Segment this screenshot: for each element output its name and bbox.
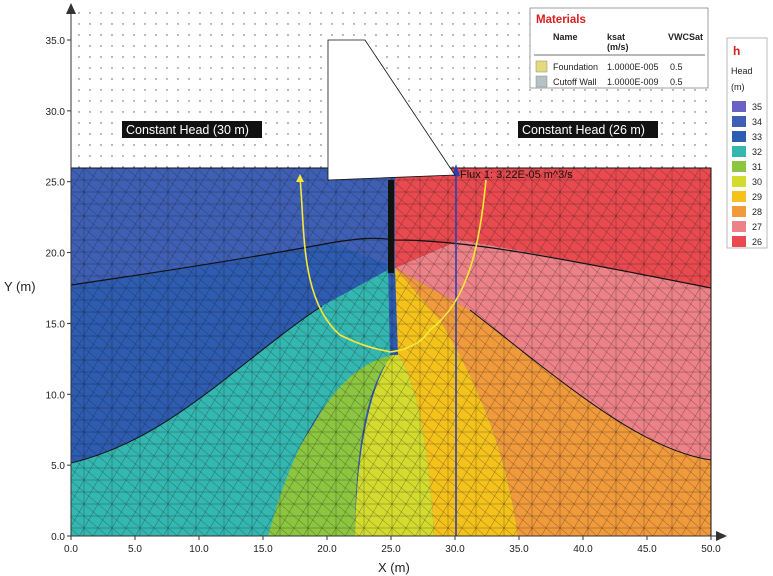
upstream-label-bg xyxy=(122,121,262,138)
downstream-label-bg xyxy=(518,121,658,138)
legend-value: 32 xyxy=(752,147,762,157)
x-tick-label: 45.0 xyxy=(637,544,657,555)
x-axis-arrow-icon xyxy=(716,531,727,541)
legend-swatch xyxy=(732,161,746,172)
y-tick-label: 15.0 xyxy=(46,319,66,330)
materials-title: Materials xyxy=(536,14,586,26)
legend-value: 30 xyxy=(752,177,762,187)
x-tick-label: 20.0 xyxy=(317,544,337,555)
legend-value: 33 xyxy=(752,132,762,142)
x-tick-label: 10.0 xyxy=(189,544,209,555)
legend-value: 31 xyxy=(752,162,762,172)
contour-line-32 xyxy=(71,305,323,464)
contour-line-27 xyxy=(469,309,711,461)
legend-value: 28 xyxy=(752,207,762,217)
legend-swatch xyxy=(732,101,746,112)
materials-box xyxy=(529,7,709,89)
y-tick-labels: 0.0 5.0 10.0 15.0 20.0 25.0 30.0 35.0 xyxy=(46,36,71,543)
legend-value: 35 xyxy=(752,102,762,112)
x-tick-label: 35.0 xyxy=(509,544,529,555)
legend-value: 27 xyxy=(752,222,762,232)
materials-panel[interactable]: Materials Name ksat (m/s) VWCSat Foundat… xyxy=(529,7,709,89)
legend-title: h xyxy=(733,44,740,58)
material-name: Foundation xyxy=(553,62,598,72)
x-tick-label: 30.0 xyxy=(445,544,465,555)
y-axis-label: Y (m) xyxy=(4,279,36,294)
materials-header-ksat: ksat xyxy=(607,32,625,42)
y-axis-arrow-icon xyxy=(66,3,76,14)
x-tick-label: 50.0 xyxy=(701,544,721,555)
legend-value: 29 xyxy=(752,192,762,202)
x-tick-label: 25.0 xyxy=(381,544,401,555)
flux-label[interactable]: Flux 1: 3.22E-05 m^3/s xyxy=(460,169,573,181)
upstream-head-label: Constant Head (30 m) xyxy=(126,123,249,137)
materials-header-vwc: VWCSat xyxy=(668,32,703,42)
legend-subtitle-unit: (m) xyxy=(731,82,745,92)
materials-header-name: Name xyxy=(553,32,578,42)
material-vwcsat: 0.5 xyxy=(670,77,683,87)
y-tick-label: 0.0 xyxy=(51,532,65,543)
legend-swatch xyxy=(732,131,746,142)
legend-swatch xyxy=(732,146,746,157)
material-ksat: 1.0000E-009 xyxy=(607,77,659,87)
y-tick-label: 10.0 xyxy=(46,390,66,401)
y-tick-label: 30.0 xyxy=(46,107,66,118)
y-tick-label: 20.0 xyxy=(46,249,66,260)
legend-swatch xyxy=(732,206,746,217)
legend-swatch xyxy=(732,221,746,232)
x-tick-label: 5.0 xyxy=(128,544,142,555)
y-tick-label: 25.0 xyxy=(46,178,66,189)
legend-swatch xyxy=(732,191,746,202)
legend-swatch xyxy=(732,116,746,127)
flow-path-arrow-icon xyxy=(296,174,304,182)
x-axis-label: X (m) xyxy=(378,560,410,575)
cutoff-wall[interactable] xyxy=(388,180,394,273)
material-name: Cutoff Wall xyxy=(553,77,597,87)
legend-value: 34 xyxy=(752,117,762,127)
legend-subtitle-head: Head xyxy=(731,66,753,76)
x-tick-labels: 0.0 5.0 10.0 15.0 20.0 25.0 30.0 35.0 40.0 45.0 50… xyxy=(64,536,721,555)
y-tick-label: 35.0 xyxy=(46,36,66,47)
materials-header-ksat-unit: (m/s) xyxy=(607,42,629,52)
x-tick-label: 15.0 xyxy=(253,544,273,555)
material-swatch xyxy=(535,60,548,73)
material-ksat: 1.0000E-005 xyxy=(607,62,659,72)
legend-value: 26 xyxy=(752,237,762,247)
legend-swatch xyxy=(732,176,746,187)
flow-path-1[interactable] xyxy=(299,177,487,353)
flux-callout xyxy=(327,39,456,181)
material-vwcsat: 0.5 xyxy=(670,62,683,72)
material-swatch xyxy=(535,75,548,88)
head-legend[interactable]: h Head (m) 35 34 33 32 31 30 29 28 27 26 xyxy=(726,37,768,249)
downstream-head-label: Constant Head (26 m) xyxy=(522,123,645,137)
legend-swatch xyxy=(732,236,746,247)
x-tick-label: 40.0 xyxy=(573,544,593,555)
contour-line-phreatic xyxy=(71,237,711,289)
y-tick-label: 5.0 xyxy=(51,461,65,472)
x-tick-label: 0.0 xyxy=(64,544,78,555)
